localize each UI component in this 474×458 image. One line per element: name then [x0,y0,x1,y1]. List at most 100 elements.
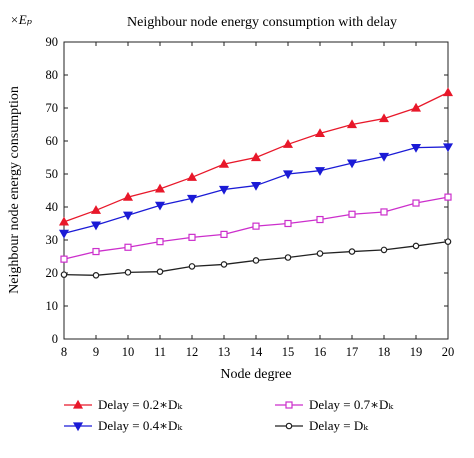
data-point [316,250,324,257]
data-point [186,194,198,204]
data-point [378,113,390,123]
data-point [444,193,452,201]
series-layer [58,87,454,279]
legend-entry: Delay = Dₖ [275,418,369,433]
x-tick-label: 11 [154,345,166,359]
legend-marker [285,401,293,409]
data-point [220,261,228,268]
legend-marker [72,422,84,432]
data-point [314,128,326,138]
y-tick-label: 30 [46,233,59,247]
legend-label: Delay = 0.2∗Dₖ [98,397,183,412]
y-axis: 0 10 20 30 40 50 60 70 80 90 [46,35,448,346]
legend-entry: Delay = 0.4∗Dₖ [64,418,183,433]
data-point [218,158,230,168]
y-tick-label: 50 [46,167,59,181]
data-point [346,119,358,129]
series-2 [58,143,454,239]
x-tick-label: 16 [314,345,327,359]
data-point [348,248,356,255]
y-tick-label: 80 [46,68,59,82]
data-point [252,257,260,264]
data-point [124,269,132,276]
data-point [92,247,100,256]
data-point [380,246,388,254]
series-1 [58,87,454,226]
x-tick-label: 12 [186,345,199,359]
data-point [124,243,132,251]
data-point [58,229,70,239]
x-tick-label: 14 [250,345,263,359]
data-point [252,222,260,230]
data-point [186,172,198,181]
data-point [60,255,68,263]
data-point [122,191,134,201]
data-point [348,210,356,218]
y-tick-label: 90 [46,35,59,49]
y-axis-title: Neighbour node energy consumption [7,86,22,294]
legend-marker [72,399,84,409]
x-tick-label: 13 [218,345,231,359]
y-tick-label: 40 [46,200,59,214]
x-tick-label: 10 [122,345,135,359]
data-point [284,219,292,228]
data-point [314,167,326,176]
data-point [250,181,262,191]
x-tick-label: 8 [61,345,67,359]
data-point [154,201,166,211]
y-tick-label: 0 [52,332,58,346]
data-point [442,87,454,97]
data-point [380,208,388,216]
data-point [442,143,454,153]
data-point [444,238,452,245]
data-point [92,272,100,279]
y-tick-label: 10 [46,299,59,313]
data-point [220,230,228,238]
data-point [122,211,134,221]
series-3 [60,193,452,263]
data-point [58,216,70,226]
data-point [378,152,390,162]
x-tick-label: 17 [346,345,359,359]
legend-marker [285,422,293,430]
data-point [412,242,420,250]
data-point [410,102,422,112]
data-point [250,152,262,162]
data-point [90,221,102,231]
legend-label: Delay = Dₖ [309,418,369,433]
legend-label: Delay = 0.7∗Dₖ [309,397,394,412]
data-point [282,170,294,180]
data-point [316,215,324,224]
legend-entry: Delay = 0.2∗Dₖ [64,397,183,412]
y-tick-label: 70 [46,101,59,115]
y-tick-label: 60 [46,134,59,148]
x-tick-label: 9 [93,345,99,359]
x-tick-label: 18 [378,345,391,359]
unit-multiplier-label: ×Eₚ [10,12,32,27]
data-point [188,263,196,270]
data-point [412,199,420,207]
data-point [284,254,292,261]
legend: Delay = 0.2∗Dₖ Delay = 0.4∗Dₖ Delay = 0.7∗… [64,397,394,433]
data-point [218,185,230,195]
y-tick-label: 20 [46,266,59,280]
x-tick-label: 20 [442,345,455,359]
x-axis-title: Node degree [220,367,291,382]
series-4 [60,238,452,279]
data-point [154,183,166,193]
data-point [156,238,164,246]
data-point [156,268,164,275]
legend-label: Delay = 0.4∗Dₖ [98,418,183,433]
data-point [410,144,422,153]
chart-title: Neighbour node energy consumption with d… [127,15,397,30]
x-tick-label: 15 [282,345,295,359]
x-tick-label: 19 [410,345,423,359]
data-point [90,205,102,214]
data-point [346,159,358,169]
data-point [60,271,68,278]
data-point [282,139,294,148]
x-axis: 8 9 10 11 12 13 14 15 16 17 18 19 20 [61,42,454,359]
legend-entry: Delay = 0.7∗Dₖ [275,397,394,412]
data-point [188,233,196,241]
